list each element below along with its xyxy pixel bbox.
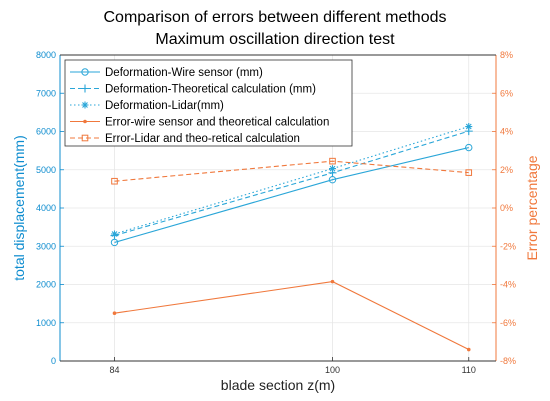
series-3 <box>111 123 473 238</box>
legend-label: Deformation-Wire sensor (mm) <box>105 67 263 79</box>
y-left-tick-label: 5000 <box>36 165 56 175</box>
y-right-tick-label: -6% <box>500 318 516 328</box>
chart-title-line-2: Maximum oscillation direction test <box>155 31 395 48</box>
series-4 <box>112 279 471 352</box>
y-right-tick-label: -2% <box>500 241 516 251</box>
marker-plus <box>81 84 89 93</box>
legend-label: Deformation-Lidar(mm) <box>105 100 224 112</box>
marker-circle <box>465 143 473 152</box>
marker-dot <box>83 119 87 124</box>
y-right-tick-label: 0% <box>500 203 513 213</box>
marker-dot <box>466 347 471 352</box>
legend: Deformation-Wire sensor (mm) Deformation-… <box>64 59 353 147</box>
series-1 <box>110 143 473 247</box>
y-left-tick-label: 7000 <box>36 88 56 98</box>
marker-square <box>81 134 89 142</box>
y-right-tick-label: 6% <box>500 88 513 98</box>
marker-square <box>465 169 473 176</box>
series-line <box>114 147 469 243</box>
x-tick-label: 100 <box>325 365 340 375</box>
x-axis-label: blade section z(m) <box>221 377 335 393</box>
y-right-tick-label: 4% <box>500 127 513 137</box>
marker-circle <box>81 68 89 76</box>
y-left-tick-label: 0 <box>51 356 56 366</box>
marker-asterisk <box>111 230 118 238</box>
y-left-tick-label: 2000 <box>36 280 56 290</box>
y-right-tick-label: 2% <box>500 165 513 175</box>
x-tick-label: 84 <box>109 365 119 375</box>
y-right-tick-label: -8% <box>500 356 516 366</box>
series-group <box>110 123 473 352</box>
legend-box <box>64 59 353 147</box>
y-axis-right-label: Error percentage <box>524 155 540 260</box>
marker-dot <box>112 311 117 315</box>
legend-label: Deformation-Theoretical calculation (mm) <box>105 84 316 96</box>
series-5 <box>111 157 473 185</box>
y-left-tick-label: 3000 <box>36 241 56 251</box>
marker-asterisk <box>465 123 473 131</box>
marker-asterisk <box>81 101 89 109</box>
marker-square <box>111 177 118 185</box>
marker-dot <box>330 279 335 284</box>
y-left-tick-label: 1000 <box>36 318 56 328</box>
axes: 0 1000 2000 3000 4000 5000 6000 7000 8000 -8% -6% -… <box>36 50 516 375</box>
marker-square <box>329 157 336 165</box>
x-tick-label: 110 <box>462 365 476 375</box>
chart-title-line-1: Comparison of errors between different m… <box>104 9 447 26</box>
y-right-tick-label: -4% <box>500 280 516 290</box>
series-line <box>114 160 469 182</box>
legend-label: Error-Lidar and theo-retical calculation <box>105 133 300 145</box>
y-right-tick-label: 8% <box>500 50 513 60</box>
legend-label: Error-wire sensor and theoretical calcul… <box>105 117 329 129</box>
y-left-tick-label: 6000 <box>36 127 56 137</box>
marker-asterisk <box>329 165 336 173</box>
y-left-tick-label: 4000 <box>36 203 56 213</box>
y-axis-left-label: total displacement(mm) <box>11 135 27 281</box>
y-left-tick-label: 8000 <box>36 50 56 60</box>
